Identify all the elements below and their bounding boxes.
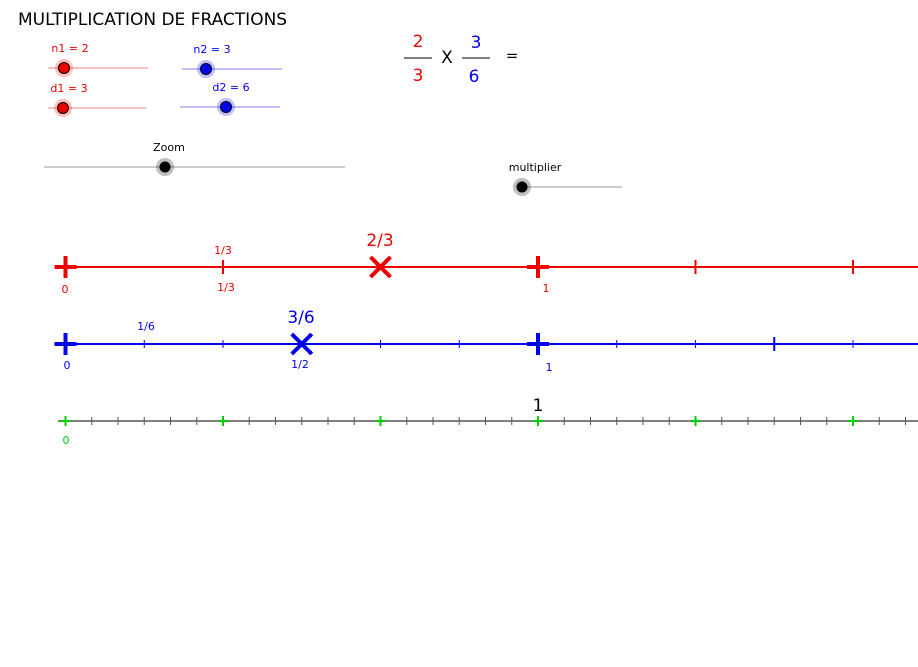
slider-d2[interactable]: d2 = 6 — [180, 81, 280, 116]
point-marker — [369, 255, 392, 279]
title: MULTIPLICATION DE FRACTIONS — [18, 10, 287, 30]
equation: 2 3 X 3 6 = — [404, 32, 518, 87]
denominator: 6 — [469, 67, 480, 87]
label: 1/2 — [291, 358, 309, 371]
label: 1/6 — [137, 320, 155, 333]
slider-label: d2 = 6 — [212, 81, 249, 94]
slider-label: multiplier — [509, 161, 562, 174]
label: 0 — [63, 434, 70, 447]
label: 1/3 — [217, 281, 235, 294]
label: 1 — [543, 282, 550, 295]
operator: X — [441, 48, 453, 68]
slider-n1[interactable]: n1 = 2 — [48, 42, 148, 77]
label: 1 — [533, 396, 544, 416]
label: 1/3 — [214, 244, 232, 257]
numerator: 3 — [471, 33, 482, 53]
slider-label: n2 = 3 — [193, 43, 230, 56]
slider-zoom[interactable]: Zoom — [44, 141, 345, 176]
denominator: 3 — [413, 66, 424, 86]
slider-label: Zoom — [153, 141, 185, 154]
slider-label: d1 = 3 — [50, 82, 87, 95]
number-lines: 1/3 2/3 0 1/3 1 1/6 3/6 0 1/2 1 1 0 — [54, 231, 918, 447]
slider-label: n1 = 2 — [51, 42, 88, 55]
label: 3/6 — [287, 308, 314, 328]
numerator: 2 — [413, 32, 424, 52]
label: 0 — [64, 359, 71, 372]
point-marker — [290, 332, 314, 356]
label: 0 — [62, 283, 69, 296]
slider-d1[interactable]: d1 = 3 — [48, 82, 146, 117]
label: 1 — [546, 361, 553, 374]
equals: = — [506, 47, 519, 65]
slider-multiplier[interactable]: multiplier — [509, 161, 622, 196]
label: 2/3 — [366, 231, 393, 251]
slider-n2[interactable]: n2 = 3 — [182, 43, 282, 78]
